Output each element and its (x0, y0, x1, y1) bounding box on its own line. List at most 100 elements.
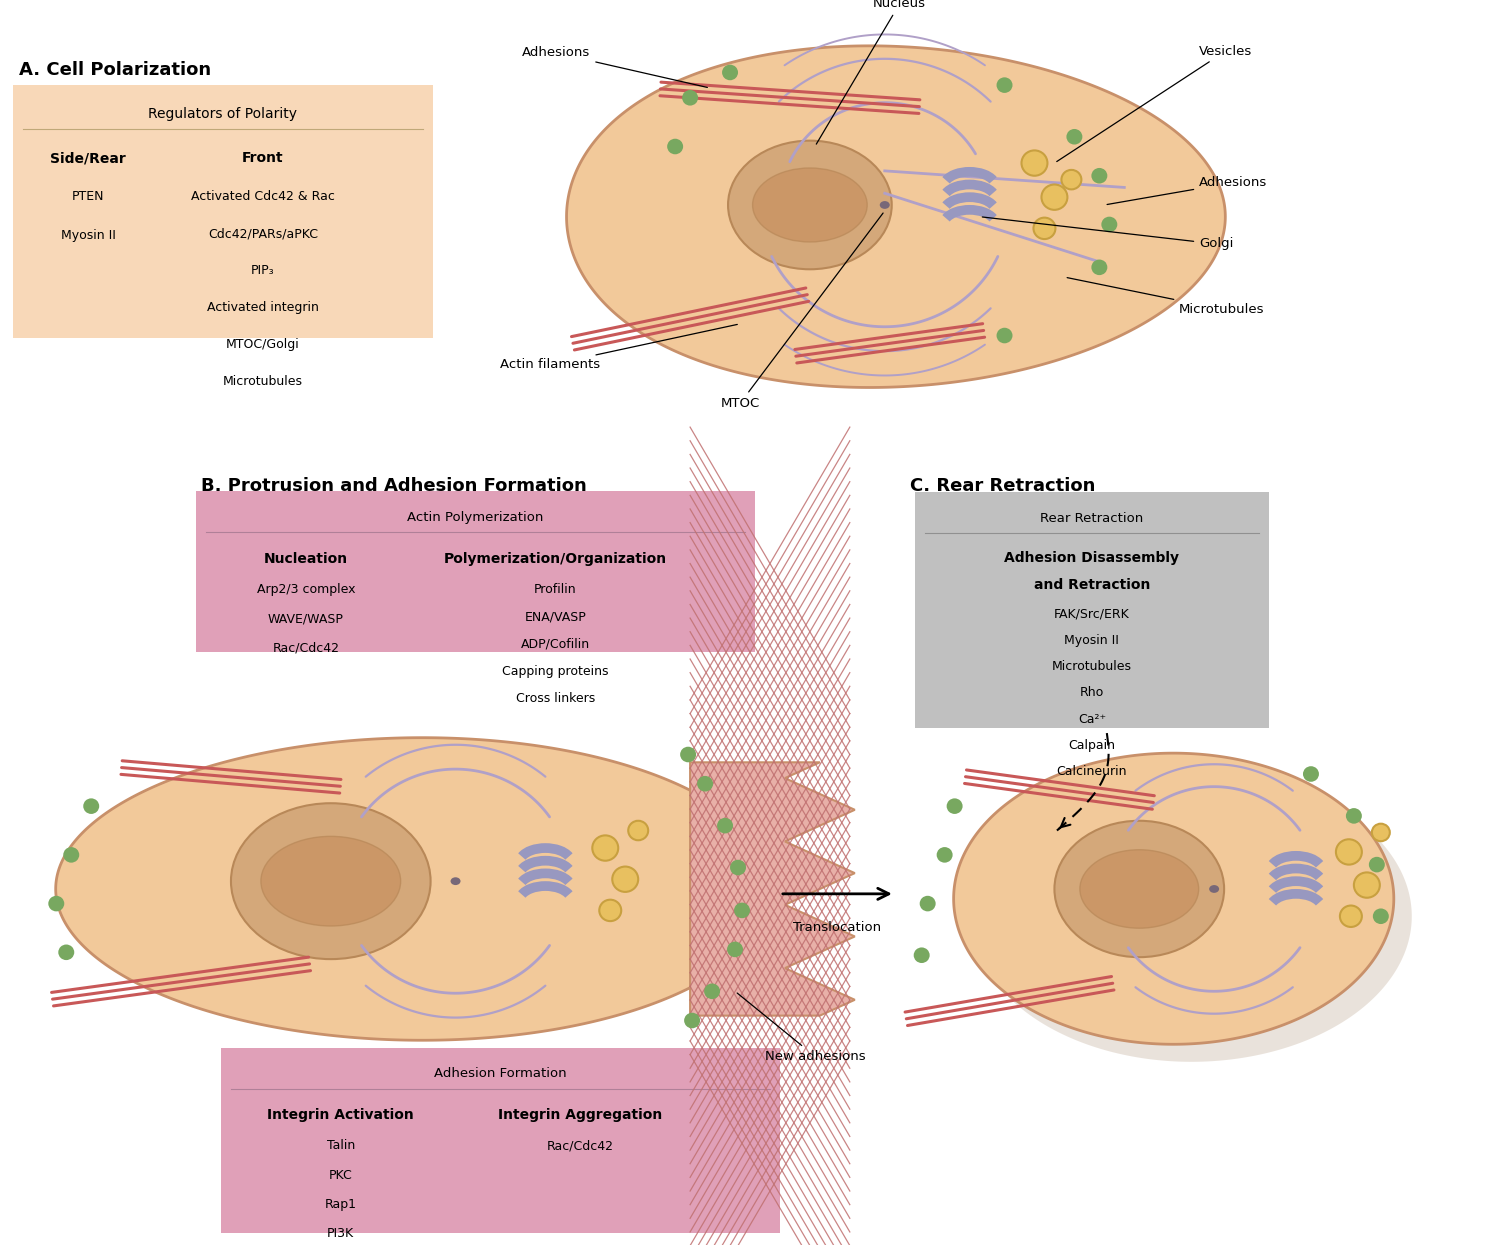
Ellipse shape (592, 835, 618, 861)
Circle shape (63, 847, 80, 862)
Text: Calpain: Calpain (1068, 739, 1116, 751)
Text: Microtubules: Microtubules (224, 375, 303, 389)
Ellipse shape (1034, 218, 1056, 239)
Text: Regulators of Polarity: Regulators of Polarity (148, 107, 297, 121)
Polygon shape (567, 46, 1226, 388)
Polygon shape (972, 771, 1412, 1062)
Text: Activated integrin: Activated integrin (207, 302, 320, 314)
Text: MTOC: MTOC (720, 213, 884, 410)
Text: Actin filaments: Actin filaments (500, 324, 738, 371)
Text: B. Protrusion and Adhesion Formation: B. Protrusion and Adhesion Formation (201, 477, 586, 495)
Polygon shape (56, 738, 774, 1040)
Ellipse shape (600, 900, 621, 921)
Text: Profilin: Profilin (534, 583, 576, 596)
Circle shape (58, 944, 75, 961)
Ellipse shape (1080, 850, 1198, 928)
Circle shape (1092, 168, 1107, 183)
Text: MTOC/Golgi: MTOC/Golgi (226, 339, 300, 351)
Circle shape (717, 817, 734, 834)
Circle shape (684, 1013, 700, 1028)
Ellipse shape (261, 836, 400, 926)
Circle shape (1092, 259, 1107, 275)
Circle shape (682, 90, 698, 106)
Text: ADP/Cofilin: ADP/Cofilin (520, 638, 590, 650)
Text: New adhesions: New adhesions (736, 993, 866, 1063)
Ellipse shape (1062, 169, 1082, 189)
Text: Rap1: Rap1 (326, 1197, 357, 1211)
Ellipse shape (1209, 885, 1219, 893)
Circle shape (728, 942, 742, 957)
Text: Adhesions: Adhesions (1107, 176, 1268, 204)
Text: Talin: Talin (327, 1139, 356, 1153)
Text: A. Cell Polarization: A. Cell Polarization (20, 61, 211, 78)
Ellipse shape (1054, 821, 1224, 957)
Text: PI3K: PI3K (327, 1227, 354, 1240)
Circle shape (722, 65, 738, 80)
Circle shape (1346, 809, 1362, 824)
Text: Integrin Activation: Integrin Activation (267, 1108, 414, 1123)
Bar (915, 492, 1269, 728)
Bar (13, 85, 432, 339)
Circle shape (1304, 766, 1318, 781)
Ellipse shape (1022, 151, 1047, 176)
Text: FAK/Src/ERK: FAK/Src/ERK (1054, 607, 1130, 621)
Polygon shape (690, 763, 855, 1015)
Text: Myosin II: Myosin II (62, 229, 116, 242)
Ellipse shape (1372, 824, 1390, 841)
Text: and Retraction: and Retraction (1034, 578, 1150, 592)
Text: Golgi: Golgi (982, 217, 1233, 250)
Text: Integrin Aggregation: Integrin Aggregation (498, 1108, 663, 1123)
Text: PIP₃: PIP₃ (251, 264, 274, 278)
Text: Actin Polymerization: Actin Polymerization (408, 511, 543, 523)
Ellipse shape (231, 804, 430, 959)
Circle shape (1372, 908, 1389, 925)
Circle shape (1066, 130, 1083, 145)
Circle shape (936, 847, 952, 862)
Ellipse shape (728, 141, 891, 269)
Text: Microtubules: Microtubules (1052, 660, 1132, 673)
Ellipse shape (1041, 184, 1068, 209)
Circle shape (730, 860, 746, 876)
Ellipse shape (753, 168, 867, 242)
Text: Cross linkers: Cross linkers (516, 692, 596, 705)
Text: Rac/Cdc42: Rac/Cdc42 (273, 642, 339, 654)
Text: Nucleation: Nucleation (264, 552, 348, 566)
Text: Microtubules: Microtubules (1066, 278, 1264, 315)
Circle shape (946, 799, 963, 814)
Circle shape (698, 776, 712, 791)
Bar (196, 491, 754, 652)
Text: Rac/Cdc42: Rac/Cdc42 (548, 1139, 614, 1153)
Circle shape (920, 896, 936, 911)
Text: WAVE/WASP: WAVE/WASP (268, 612, 344, 625)
Text: Adhesion Formation: Adhesion Formation (433, 1068, 567, 1080)
Text: Front: Front (242, 151, 284, 166)
Text: Adhesions: Adhesions (522, 46, 708, 87)
Text: Side/Rear: Side/Rear (51, 151, 126, 166)
Text: Ca²⁺: Ca²⁺ (1078, 713, 1106, 725)
Circle shape (82, 799, 99, 814)
Circle shape (48, 896, 64, 911)
Text: Activated Cdc42 & Rac: Activated Cdc42 & Rac (190, 191, 334, 203)
Text: C. Rear Retraction: C. Rear Retraction (909, 477, 1095, 495)
Text: Translocation: Translocation (794, 921, 882, 934)
Circle shape (1101, 217, 1118, 232)
Text: Arp2/3 complex: Arp2/3 complex (256, 583, 355, 596)
Ellipse shape (1354, 872, 1380, 897)
Ellipse shape (450, 877, 460, 885)
Text: Cdc42/PARs/aPKC: Cdc42/PARs/aPKC (209, 227, 318, 240)
Text: Capping proteins: Capping proteins (503, 665, 609, 678)
Polygon shape (954, 753, 1394, 1044)
Text: Nucleus: Nucleus (816, 0, 926, 145)
Text: ENA/VASP: ENA/VASP (525, 611, 586, 623)
Circle shape (996, 77, 1012, 93)
Ellipse shape (628, 821, 648, 840)
Bar (220, 1048, 780, 1234)
Text: Adhesion Disassembly: Adhesion Disassembly (1005, 551, 1179, 564)
Text: Polymerization/Organization: Polymerization/Organization (444, 552, 668, 566)
Ellipse shape (1340, 906, 1362, 927)
Text: PTEN: PTEN (72, 191, 105, 203)
Circle shape (1370, 857, 1384, 872)
Text: Rear Retraction: Rear Retraction (1040, 512, 1143, 525)
Circle shape (680, 746, 696, 763)
Ellipse shape (1336, 840, 1362, 865)
